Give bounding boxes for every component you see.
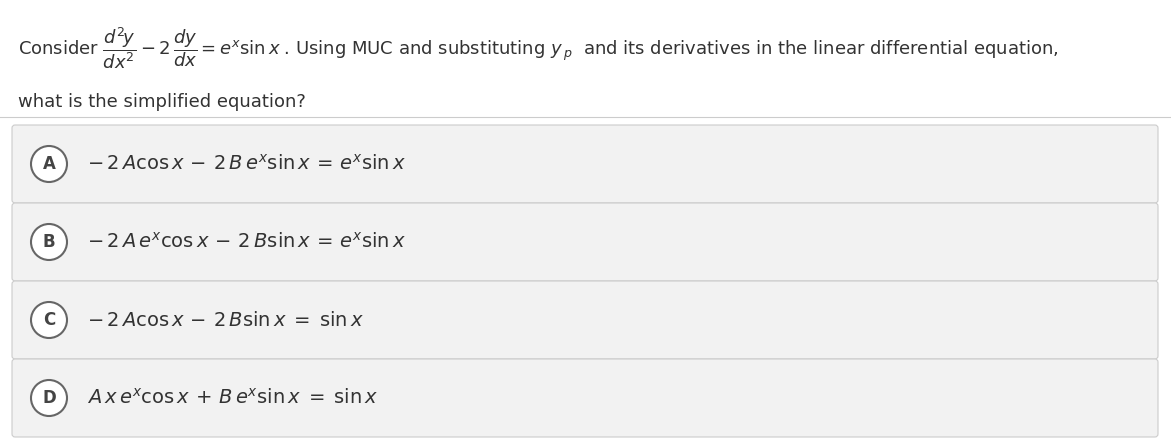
- FancyBboxPatch shape: [12, 281, 1158, 359]
- Circle shape: [30, 302, 67, 338]
- Text: Consider $\dfrac{d^2\!y}{dx^2} - 2\,\dfrac{dy}{dx} = e^{x}\sin x\;$. Using MUC a: Consider $\dfrac{d^2\!y}{dx^2} - 2\,\dfr…: [18, 25, 1059, 71]
- Circle shape: [30, 146, 67, 182]
- Text: $-\,2\,A\cos x\,-\,2\,B\sin x\;=\;\sin x$: $-\,2\,A\cos x\,-\,2\,B\sin x\;=\;\sin x…: [87, 311, 364, 329]
- Text: B: B: [42, 233, 55, 251]
- Circle shape: [30, 380, 67, 416]
- Text: what is the simplified equation?: what is the simplified equation?: [18, 93, 306, 111]
- Text: $-\,2\,A\,e^{x}\cos x\,-\,2\,B\sin x\,=\,e^{x}\sin x$: $-\,2\,A\,e^{x}\cos x\,-\,2\,B\sin x\,=\…: [87, 232, 406, 252]
- Text: A: A: [42, 155, 55, 173]
- FancyBboxPatch shape: [12, 359, 1158, 437]
- Text: $A\,x\,e^{x}\cos x\,+\,B\,e^{x}\sin x\;=\;\sin x$: $A\,x\,e^{x}\cos x\,+\,B\,e^{x}\sin x\;=…: [87, 388, 378, 408]
- FancyBboxPatch shape: [12, 125, 1158, 203]
- Text: D: D: [42, 389, 56, 407]
- Text: C: C: [43, 311, 55, 329]
- Circle shape: [30, 224, 67, 260]
- FancyBboxPatch shape: [12, 203, 1158, 281]
- Text: $-\,2\,A\cos x\,-\,2\,B\,e^{x}\sin x\,=\,e^{x}\sin x$: $-\,2\,A\cos x\,-\,2\,B\,e^{x}\sin x\,=\…: [87, 154, 406, 174]
